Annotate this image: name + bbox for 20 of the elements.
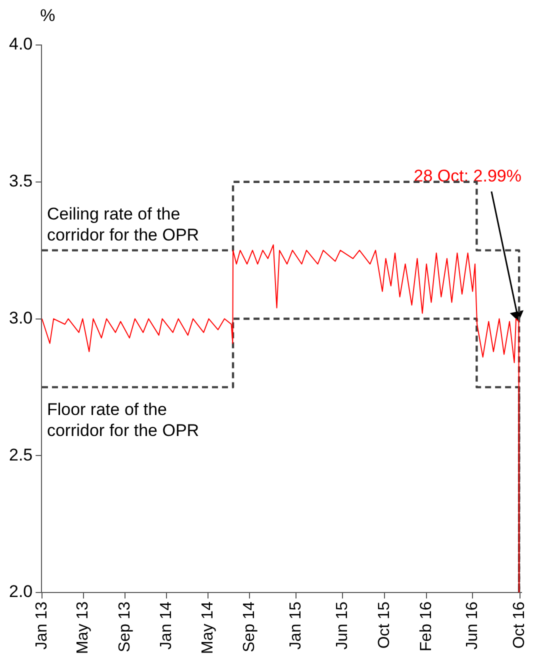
x-tick-label: May 13 [74,601,92,654]
x-tick-label: Sep 13 [116,601,134,652]
y-tick-label: 4.0 [8,34,33,54]
x-tick-label: Sep 14 [240,601,258,652]
x-tick-label: May 14 [199,601,216,654]
y-tick-label: 3.0 [8,308,33,328]
x-tick-label: Jun 16 [464,601,482,650]
x-tick-label: Oct 16 [511,601,528,649]
y-tick-label: 2.0 [8,582,33,602]
x-tick-label: Jan 14 [158,601,176,650]
x-tick-label: Jan 13 [33,601,50,650]
x-tick-label: Jan 15 [287,601,304,650]
y-axis-title: % [40,6,56,25]
series-label: Ceiling rate of the corridor for the OPR [46,204,200,244]
x-tick-label: Feb 16 [418,601,435,652]
y-tick-label: 3.5 [8,172,33,191]
series-label: Floor rate of the corridor for the OPR [46,400,200,440]
y-tick-label: 2.5 [8,445,33,464]
x-tick-label: Oct 15 [376,601,393,649]
x-tick-label: Jun 15 [334,601,352,650]
